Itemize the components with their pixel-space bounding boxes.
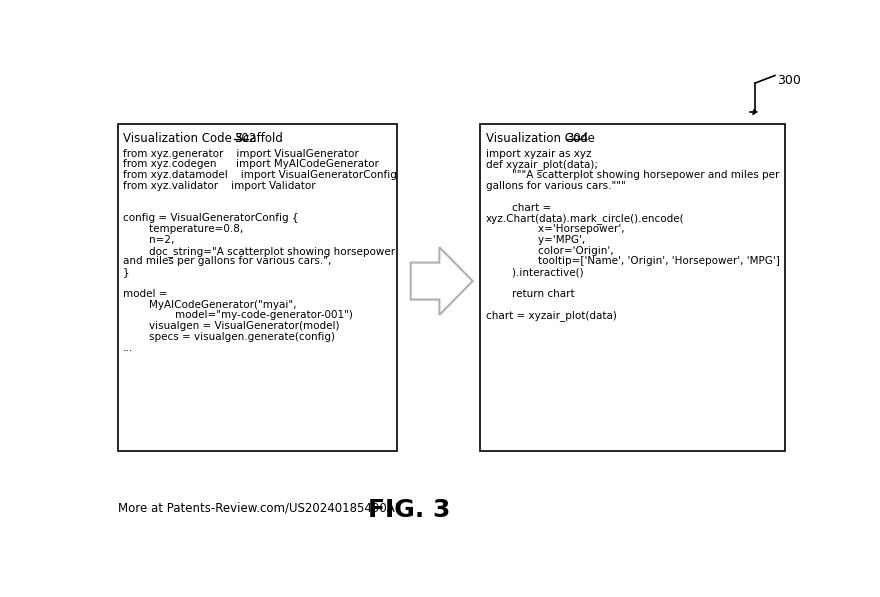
FancyBboxPatch shape [118, 124, 397, 451]
Text: color='Origin',: color='Origin', [486, 245, 613, 256]
Text: from xyz.generator    import VisualGenerator: from xyz.generator import VisualGenerato… [123, 149, 359, 159]
Text: model =: model = [123, 289, 168, 298]
Text: chart =: chart = [486, 202, 551, 213]
Text: MyAICodeGenerator("myai",: MyAICodeGenerator("myai", [123, 300, 297, 310]
Text: model="my-code-generator-001"): model="my-code-generator-001") [123, 310, 353, 321]
Text: FIG. 3: FIG. 3 [368, 498, 451, 522]
Text: chart = xyzair_plot(data): chart = xyzair_plot(data) [486, 310, 617, 321]
Text: from xyz.validator    import Validator: from xyz.validator import Validator [123, 181, 316, 191]
Text: n=2,: n=2, [123, 235, 174, 245]
Text: 300: 300 [777, 74, 801, 87]
Text: tooltip=['Name', 'Origin', 'Horsepower', 'MPG']: tooltip=['Name', 'Origin', 'Horsepower',… [486, 257, 780, 266]
Text: Visualization Code Scaffold: Visualization Code Scaffold [123, 132, 287, 144]
Text: }: } [123, 267, 130, 277]
Text: """A scatterplot showing horsepower and miles per: """A scatterplot showing horsepower and … [486, 170, 780, 180]
Text: doc_string="A scatterplot showing horsepower: doc_string="A scatterplot showing horsep… [123, 245, 395, 257]
Text: More at Patents-Review.com/US20240185490A1: More at Patents-Review.com/US20240185490… [118, 501, 402, 514]
Text: return chart: return chart [486, 289, 575, 298]
Text: 304: 304 [567, 132, 589, 144]
FancyBboxPatch shape [480, 124, 785, 451]
Text: from xyz.datamodel    import VisualGeneratorConfig: from xyz.datamodel import VisualGenerato… [123, 170, 397, 180]
Text: y='MPG',: y='MPG', [486, 235, 585, 245]
Text: 302: 302 [234, 132, 256, 144]
Text: Visualization Code: Visualization Code [486, 132, 598, 144]
Text: import xyzair as xyz: import xyzair as xyz [486, 149, 591, 159]
Text: x='Horsepower',: x='Horsepower', [486, 224, 625, 234]
Text: temperature=0.8,: temperature=0.8, [123, 224, 244, 234]
Text: visualgen = VisualGenerator(model): visualgen = VisualGenerator(model) [123, 321, 340, 331]
Text: def xyzair_plot(data);: def xyzair_plot(data); [486, 159, 598, 170]
Text: and miles per gallons for various cars.",: and miles per gallons for various cars."… [123, 257, 332, 266]
Text: from xyz.codegen      import MyAICodeGenerator: from xyz.codegen import MyAICodeGenerato… [123, 159, 379, 170]
Text: specs = visualgen.generate(config): specs = visualgen.generate(config) [123, 332, 335, 342]
Text: gallons for various cars.""": gallons for various cars.""" [486, 181, 626, 191]
Text: config = VisualGeneratorConfig {: config = VisualGeneratorConfig { [123, 213, 298, 223]
Text: ...: ... [123, 343, 133, 353]
Text: xyz.Chart(data).mark_circle().encode(: xyz.Chart(data).mark_circle().encode( [486, 213, 685, 224]
Text: ).interactive(): ).interactive() [486, 267, 583, 277]
